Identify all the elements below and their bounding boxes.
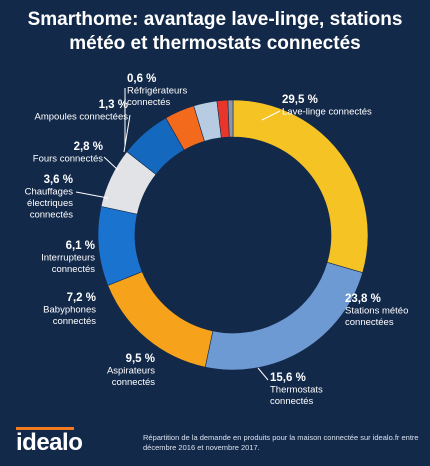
slice-category-label: connectées [345,317,394,328]
slice-category-label: Lave-linge connectés [282,107,372,118]
slice-value-label: 0,6 % [127,73,156,85]
leader-line-8 [103,156,119,171]
slice-category-label: connectés [52,264,96,275]
slice-category-label: connectés [30,210,74,221]
slice-category-label: Thermostats [270,385,323,396]
chart-title: Smarthome: avantage lave-linge, stations… [0,8,430,56]
slice-category-label: Ampoules connectées [35,112,129,123]
slice-value-label: 23,8 % [345,293,381,305]
donut-slice-10 [227,99,234,138]
slice-category-label: connectés [53,316,97,327]
slice-label-7: 3,6 % Chauffages électriques connectés [25,174,74,221]
donut-slice-1 [232,99,369,274]
slice-label-4: 9,5 % Aspirateurs connectés [107,353,155,388]
slice-category-label: Réfrigérateurs [127,86,187,97]
slice-category-label: connectés [270,396,314,407]
leader-line-9 [123,114,131,153]
slice-category-label: connectés [112,377,156,388]
logo-text: idealo [16,429,83,456]
slice-label-3: 15,6 % Thermostats connectés [270,372,323,407]
slice-label-10: 0,6 % Réfrigérateurs connectés [127,73,187,108]
slice-label-8: 2,8 % Fours connectés [33,141,103,165]
slice-value-label: 15,6 % [270,372,306,384]
leader-line-1 [261,110,281,121]
source-note: Répartition de la demande en produits po… [143,433,419,452]
donut-chart: 29,5 % Lave-linge connectés 23,8 % Stations… [25,73,409,407]
slice-label-9: 1,3 % Ampoules connectées [35,99,129,123]
chart-title-line-1: Smarthome: avantage lave-linge, stations [27,9,403,30]
slice-category-label: Stations météo [345,306,408,317]
footer: idealo Répartition de la demande en prod… [0,427,430,466]
donut-slice-3 [107,271,214,368]
slice-category-label: connectés [127,97,171,108]
slice-value-label: 9,5 % [126,353,155,365]
slice-label-5: 7,2 % Babyphones connectés [43,292,96,327]
slice-category-label: Aspirateurs [107,366,155,377]
slice-category-label: Interrupteurs [41,253,95,264]
slice-value-label: 7,2 % [67,292,96,304]
slice-category-label: Fours connectés [33,154,103,165]
donut-slice-4 [97,206,143,286]
slice-value-label: 1,3 % [99,99,128,111]
slice-category-label: Chauffages [25,187,74,198]
slice-value-label: 29,5 % [282,94,318,106]
logo-accent-bar [16,427,74,430]
chart-title-line-2: météo et thermostats connectés [69,33,361,54]
slice-value-label: 2,8 % [74,141,103,153]
slice-label-1: 29,5 % Lave-linge connectés [282,94,372,118]
leader-line-7 [75,191,109,199]
idealo-logo: idealo [16,427,83,457]
slice-value-label: 6,1 % [66,240,95,252]
donut-slice-2 [204,261,364,371]
slice-value-label: 3,6 % [44,174,73,186]
slice-label-2: 23,8 % Stations météo connectées [345,293,408,328]
slice-category-label: électriques [27,198,73,209]
leader-line-3 [257,367,269,381]
slice-label-6: 6,1 % Interrupteurs connectés [41,240,95,275]
slice-category-label: Babyphones [43,305,96,316]
